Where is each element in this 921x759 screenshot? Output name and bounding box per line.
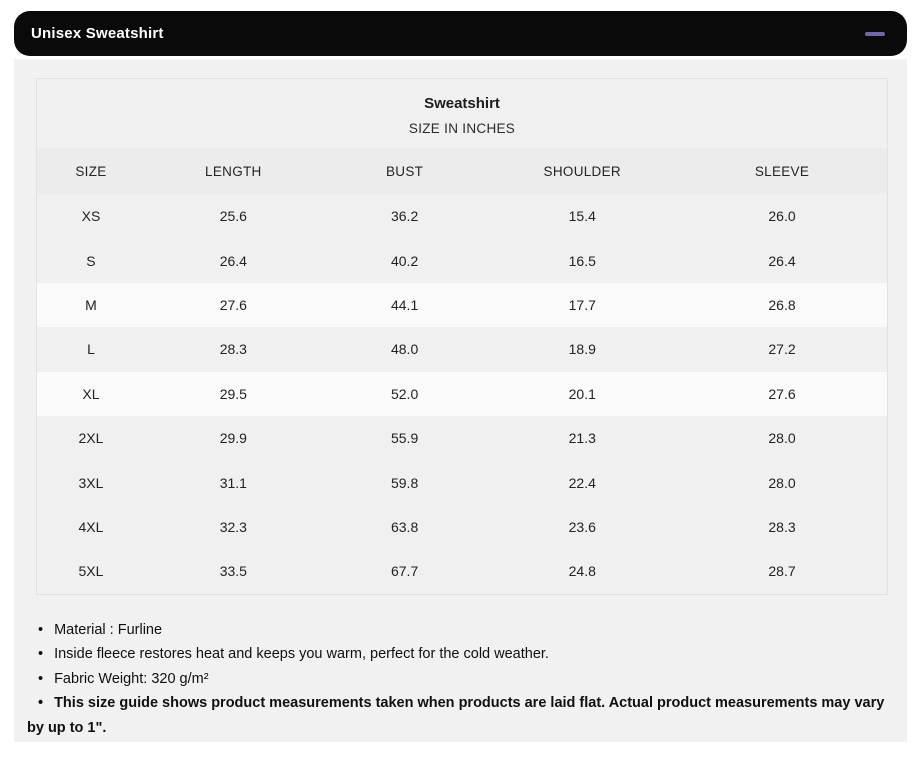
cell-length: 26.4 <box>219 252 247 269</box>
cell-size: XL <box>82 385 100 402</box>
table-row-xs: XS 25.6 36.2 15.4 26.0 <box>37 194 887 238</box>
cell-bust: 67.7 <box>390 563 419 580</box>
cell-size: XS <box>81 208 101 225</box>
cell-bust: 44.1 <box>390 296 419 313</box>
size-chart-table: Sweatshirt SIZE IN INCHES SIZE LENGTH BU… <box>36 78 888 595</box>
cell-bust: 36.2 <box>390 208 419 225</box>
note-text: This size guide shows product measuremen… <box>27 695 885 736</box>
cell-length: 25.6 <box>219 208 247 225</box>
cell-length: 28.3 <box>219 341 247 358</box>
cell-size: S <box>86 252 96 269</box>
cell-size: 4XL <box>78 518 104 535</box>
cell-shoulder: 18.9 <box>568 341 596 358</box>
table-row-m: M 27.6 44.1 17.7 26.8 <box>37 282 887 328</box>
column-header-bust: BUST <box>386 163 424 179</box>
cell-sleeve: 27.6 <box>768 385 796 402</box>
cell-size: 2XL <box>78 430 104 447</box>
table-row-4xl: 4XL 32.3 63.8 23.6 28.3 <box>37 505 887 549</box>
accordion-title: Unisex Sweatshirt <box>31 25 164 42</box>
table-row-5xl: 5XL 33.5 67.7 24.8 28.7 <box>37 549 887 593</box>
table-header-row: SIZE LENGTH BUST SHOULDER SLEEVE <box>37 148 887 194</box>
note-fleece: • Inside fleece restores heat and keeps y… <box>27 642 888 667</box>
table-title: Sweatshirt <box>424 95 500 112</box>
table-subtitle: SIZE IN INCHES <box>408 121 516 136</box>
cell-size: M <box>85 296 97 313</box>
accordion-header[interactable]: Unisex Sweatshirt <box>14 11 907 56</box>
cell-shoulder: 23.6 <box>568 518 596 535</box>
bullet-icon: • <box>38 621 44 638</box>
cell-length: 31.1 <box>219 474 247 491</box>
cell-shoulder: 16.5 <box>568 252 596 269</box>
cell-size: 5XL <box>78 563 104 580</box>
cell-sleeve: 28.7 <box>768 563 796 580</box>
cell-length: 29.5 <box>219 385 247 402</box>
note-text: Material : Furline <box>54 621 163 638</box>
cell-sleeve: 28.3 <box>768 518 796 535</box>
cell-bust: 52.0 <box>390 385 419 402</box>
cell-bust: 63.8 <box>390 518 419 535</box>
table-row-s: S 26.4 40.2 16.5 26.4 <box>37 238 887 282</box>
cell-shoulder: 17.7 <box>568 296 596 313</box>
cell-size: 3XL <box>78 474 104 491</box>
cell-shoulder: 21.3 <box>568 430 596 447</box>
table-title-section: Sweatshirt SIZE IN INCHES <box>37 79 887 148</box>
bullet-icon: • <box>38 646 44 663</box>
cell-bust: 55.9 <box>390 430 419 447</box>
cell-shoulder: 22.4 <box>568 474 596 491</box>
cell-bust: 59.8 <box>390 474 419 491</box>
cell-length: 29.9 <box>219 430 247 447</box>
cell-shoulder: 15.4 <box>568 208 596 225</box>
collapse-minus-icon[interactable] <box>865 31 885 36</box>
column-header-shoulder: SHOULDER <box>543 163 621 179</box>
column-header-length: LENGTH <box>205 163 262 179</box>
bullet-icon: • <box>38 695 44 712</box>
cell-sleeve: 28.0 <box>768 430 796 447</box>
cell-sleeve: 26.8 <box>768 296 796 313</box>
cell-sleeve: 26.4 <box>768 252 796 269</box>
table-row-2xl: 2XL 29.9 55.9 21.3 28.0 <box>37 416 887 460</box>
note-size-guide-disclaimer: • This size guide shows product measureme… <box>27 691 888 740</box>
cell-sleeve: 28.0 <box>768 474 796 491</box>
table-row-l: L 28.3 48.0 18.9 27.2 <box>37 327 887 371</box>
cell-shoulder: 24.8 <box>568 563 596 580</box>
bullet-icon: • <box>38 670 44 687</box>
cell-length: 32.3 <box>219 518 247 535</box>
column-header-size: SIZE <box>75 163 107 179</box>
table-row-3xl: 3XL 31.1 59.8 22.4 28.0 <box>37 460 887 504</box>
table-row-xl: XL 29.5 52.0 20.1 27.6 <box>37 371 887 416</box>
cell-bust: 48.0 <box>390 341 419 358</box>
note-material: • Material : Furline <box>27 618 888 643</box>
cell-sleeve: 27.2 <box>768 341 796 358</box>
size-guide-panel: Sweatshirt SIZE IN INCHES SIZE LENGTH BU… <box>14 59 907 742</box>
note-fabric-weight: • Fabric Weight: 320 g/m² <box>27 667 888 692</box>
cell-shoulder: 20.1 <box>568 385 596 402</box>
note-text: Fabric Weight: 320 g/m² <box>54 670 209 687</box>
cell-size: L <box>87 341 95 358</box>
cell-length: 33.5 <box>219 563 247 580</box>
cell-length: 27.6 <box>219 296 247 313</box>
note-text: Inside fleece restores heat and keeps yo… <box>54 646 549 663</box>
product-notes-list: • Material : Furline • Inside fleece resto… <box>27 618 888 741</box>
cell-sleeve: 26.0 <box>768 208 796 225</box>
cell-bust: 40.2 <box>390 252 419 269</box>
column-header-sleeve: SLEEVE <box>754 163 810 179</box>
